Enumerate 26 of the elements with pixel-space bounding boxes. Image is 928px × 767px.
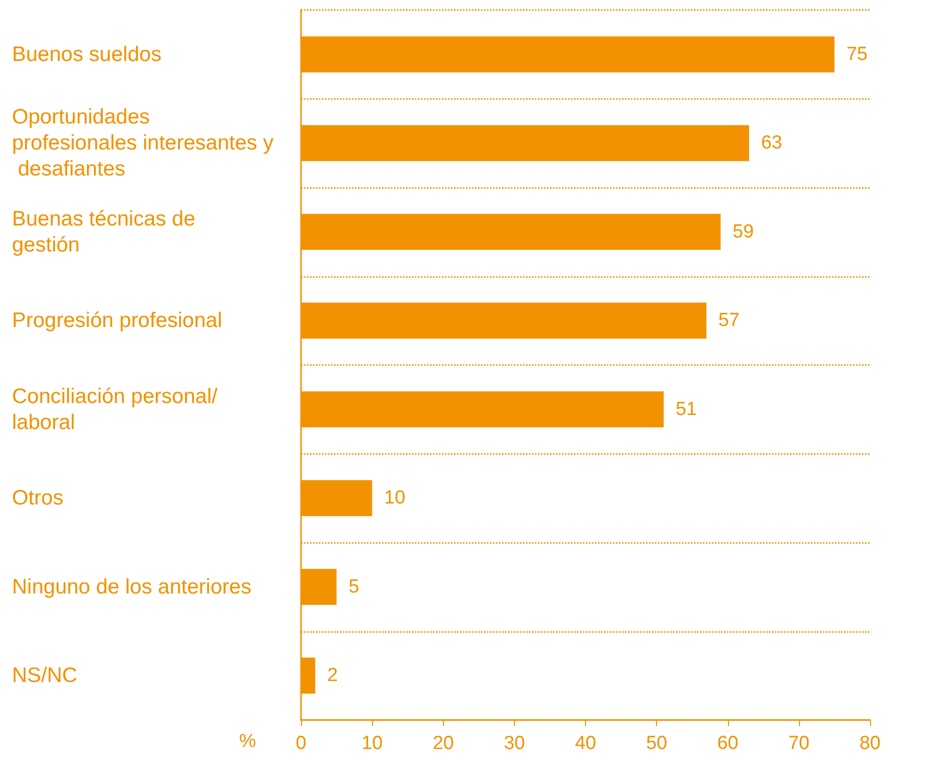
data-label: 57 <box>718 310 740 332</box>
data-label: 10 <box>384 488 406 509</box>
x-tick-label: 20 <box>432 733 454 754</box>
x-tick-label: 0 <box>296 733 306 754</box>
data-label: 2 <box>327 665 338 686</box>
x-tick-label: 10 <box>362 733 383 754</box>
y-tick-label: Progresión profesional <box>12 309 222 332</box>
y-tick-label: Buenas técnicas de gestión <box>12 207 202 256</box>
data-label: 5 <box>348 576 360 598</box>
y-tick-label: Conciliación personal/laboral <box>12 384 218 434</box>
data-label: 51 <box>676 398 697 420</box>
x-tick-label: 40 <box>574 733 596 754</box>
data-label: 63 <box>761 132 782 154</box>
data-label: 59 <box>732 221 754 242</box>
y-tick-label: Otros <box>12 486 64 510</box>
y-tick-label: Ninguno de los anteriores <box>12 575 252 598</box>
x-tick-label: 80 <box>859 733 881 754</box>
x-axis-title: % <box>239 731 256 752</box>
y-tick-label: Buenos sueldos <box>12 42 162 66</box>
x-tick-label: 70 <box>788 733 810 754</box>
x-tick-label: 60 <box>717 733 738 754</box>
y-tick-label: Oportunidades profesionales interesantes y desafiantes <box>12 106 274 181</box>
x-tick-label: 30 <box>504 733 525 754</box>
data-label: 75 <box>846 44 868 65</box>
y-tick-label: NS/NC <box>12 664 78 688</box>
x-tick-label: 50 <box>646 733 668 754</box>
